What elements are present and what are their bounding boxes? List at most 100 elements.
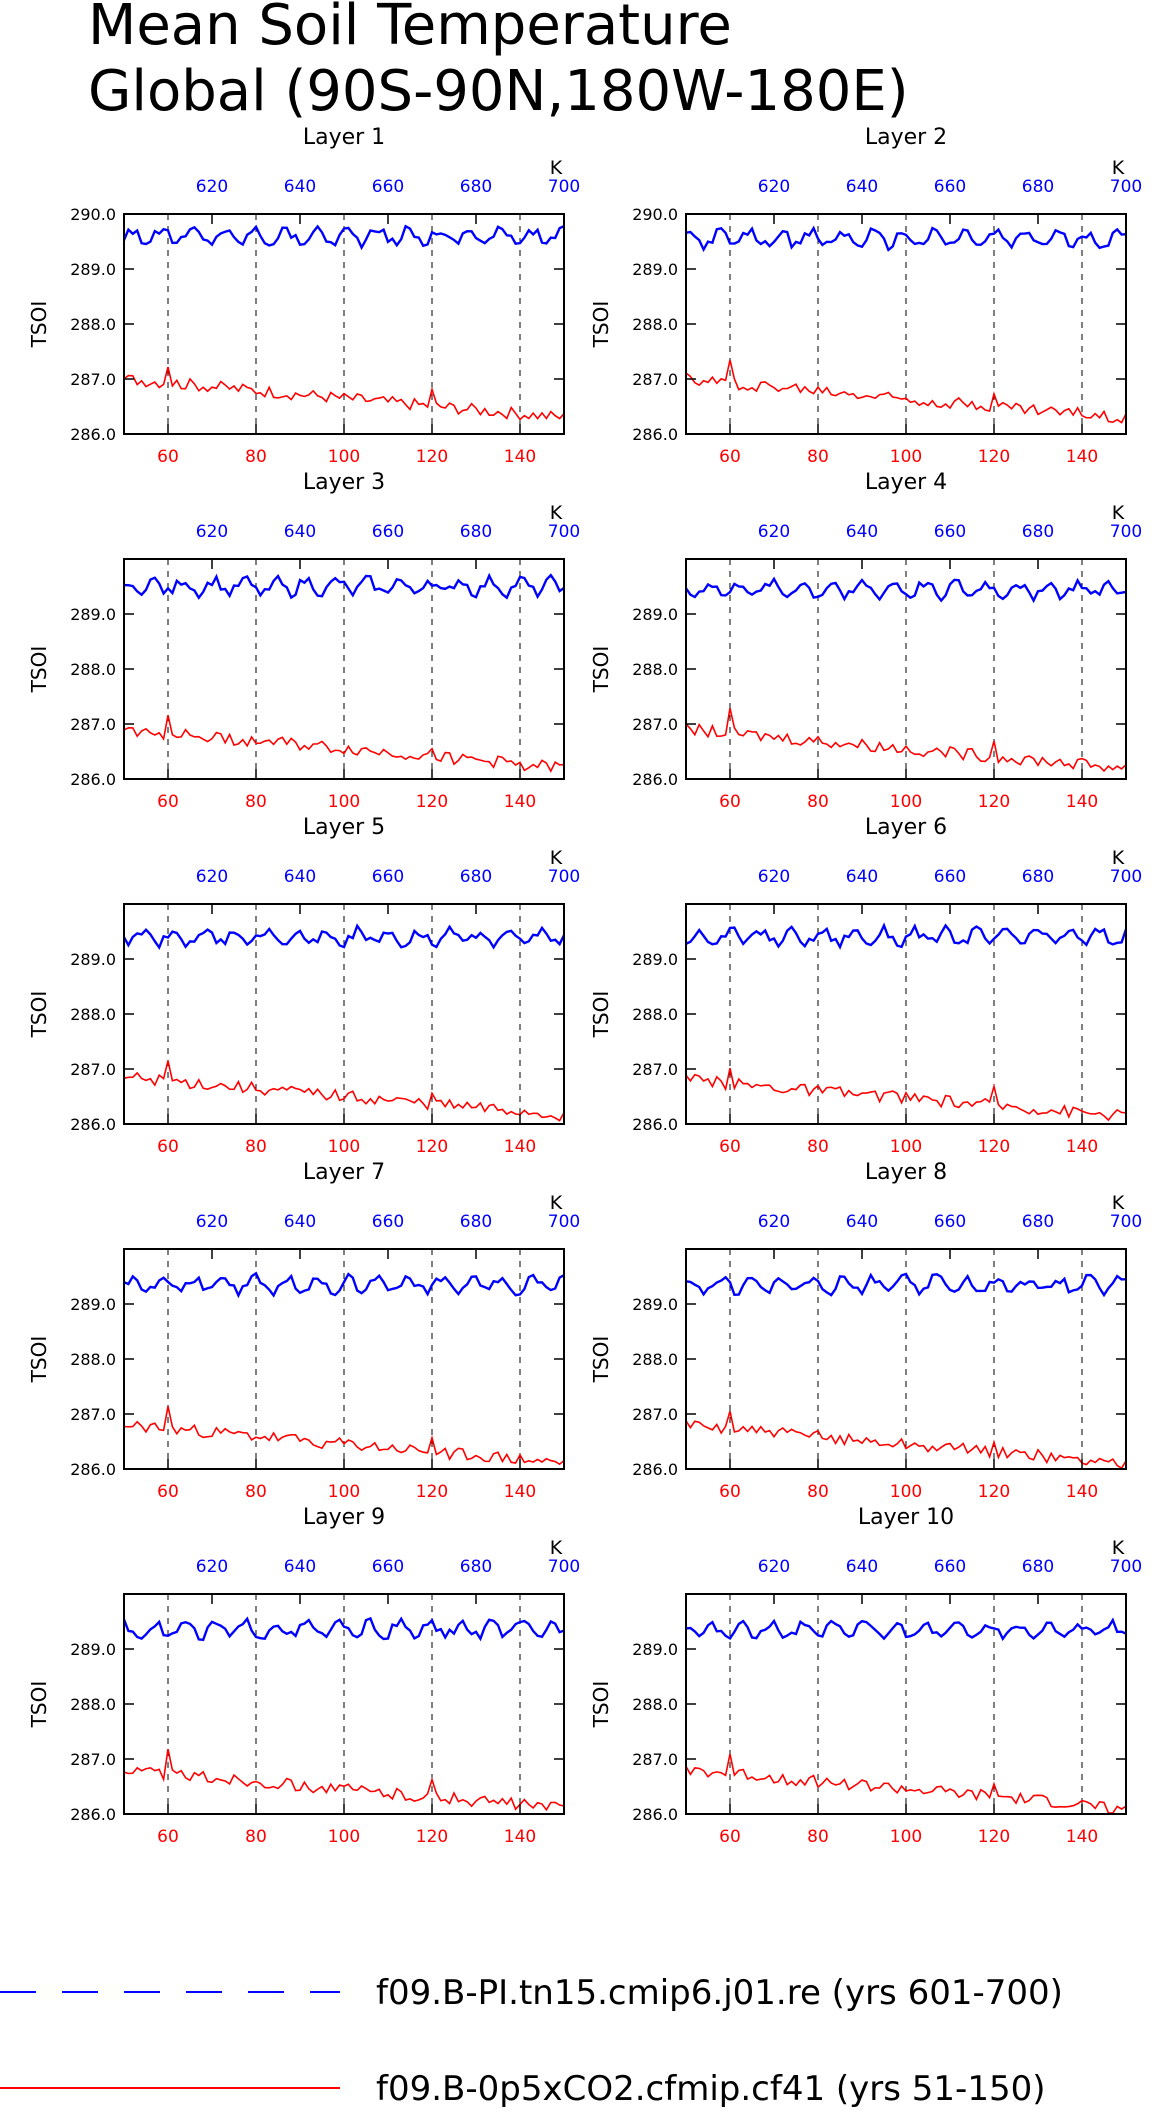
y-tick-label: 287.0: [632, 1060, 678, 1079]
y-tick-label: 286.0: [632, 1115, 678, 1134]
series-line-a: [685, 225, 1127, 253]
y-tick-label: 288.0: [632, 315, 678, 334]
x-tick-label: 60: [719, 1482, 741, 1502]
x2-unit-label: K: [1112, 157, 1125, 179]
series-line-b: [685, 1411, 1127, 1470]
x2-tick-label: 660: [934, 177, 966, 197]
panel-3: Layer 3 TSOI 286.0 287.0 288.0 289.0 60 80 100 12…: [27, 470, 580, 812]
x-tick-label: 80: [807, 1137, 829, 1157]
panel-title: Layer 2: [865, 125, 947, 150]
x2-tick-label: 640: [846, 522, 878, 542]
x-tick-label: 80: [807, 792, 829, 812]
x-tick-label: 140: [1066, 1137, 1098, 1157]
x-tick-label: 100: [328, 1137, 360, 1157]
x2-tick-label: 640: [284, 1557, 316, 1577]
x2-tick-label: 700: [548, 867, 580, 887]
x2-tick-label: 680: [460, 867, 492, 887]
y-tick-label: 289.0: [70, 605, 116, 624]
panel-title: Layer 7: [303, 1160, 385, 1185]
x-tick-label: 140: [504, 1827, 536, 1847]
x-tick-label: 60: [157, 1137, 179, 1157]
x-tick-label: 80: [245, 792, 267, 812]
x2-unit-label: K: [550, 847, 563, 869]
x-tick-label: 80: [807, 1827, 829, 1847]
panel-10: Layer 10 TSOI 286.0 287.0 288.0 289.0 60 80 100 1…: [589, 1505, 1142, 1847]
series-line-a: [685, 1272, 1127, 1298]
x2-tick-label: 660: [934, 867, 966, 887]
y-tick-label: 286.0: [632, 1805, 678, 1824]
x2-tick-label: 680: [1022, 867, 1054, 887]
x-tick-label: 60: [719, 1827, 741, 1847]
x2-tick-label: 640: [284, 1212, 316, 1232]
y-tick-label: 288.0: [632, 1350, 678, 1369]
x-tick-label: 60: [719, 792, 741, 812]
panel-2: Layer 2 TSOI 286.0 287.0 288.0 289.0 290.0 60 80…: [589, 125, 1142, 467]
y-tick-label: 289.0: [632, 1295, 678, 1314]
y-axis-label: TSOI: [589, 1336, 613, 1384]
y-tick-label: 287.0: [70, 715, 116, 734]
page-title: Mean Soil Temperature: [88, 0, 732, 58]
y-tick-label: 287.0: [632, 715, 678, 734]
panel-title: Layer 5: [303, 815, 385, 840]
x-tick-label: 140: [1066, 1482, 1098, 1502]
panel-4: Layer 4 TSOI 286.0 287.0 288.0 289.0 60 80 100 12…: [589, 470, 1142, 812]
x-tick-label: 60: [719, 447, 741, 467]
series-line-a: [685, 576, 1127, 604]
x-tick-label: 120: [978, 1482, 1010, 1502]
x2-unit-label: K: [550, 1192, 563, 1214]
x2-tick-label: 660: [934, 522, 966, 542]
y-tick-label: 286.0: [632, 770, 678, 789]
y-tick-label: 286.0: [70, 1460, 116, 1479]
panel-6: Layer 6 TSOI 286.0 287.0 288.0 289.0 60 80 100 12…: [589, 815, 1142, 1157]
series-line-b: [685, 359, 1127, 424]
y-axis-label: TSOI: [589, 991, 613, 1039]
x-tick-label: 100: [890, 792, 922, 812]
x-tick-label: 120: [416, 1827, 448, 1847]
x2-tick-label: 700: [548, 1557, 580, 1577]
x2-unit-label: K: [1112, 847, 1125, 869]
x2-tick-label: 660: [372, 867, 404, 887]
y-axis-label: TSOI: [27, 301, 51, 349]
x-tick-label: 60: [157, 1482, 179, 1502]
series-line-b: [685, 1068, 1127, 1122]
x2-tick-label: 700: [1110, 1212, 1142, 1232]
x-tick-label: 140: [504, 792, 536, 812]
series-line-b: [123, 366, 565, 421]
x2-tick-label: 620: [196, 177, 228, 197]
x2-tick-label: 660: [372, 1557, 404, 1577]
x-tick-label: 80: [807, 1482, 829, 1502]
x2-unit-label: K: [550, 157, 563, 179]
x-tick-label: 120: [978, 792, 1010, 812]
x-tick-label: 60: [157, 447, 179, 467]
x2-tick-label: 680: [460, 1212, 492, 1232]
x-tick-label: 100: [890, 447, 922, 467]
x-tick-label: 140: [1066, 1827, 1098, 1847]
x2-tick-label: 700: [548, 177, 580, 197]
x-tick-label: 120: [978, 1137, 1010, 1157]
x2-unit-label: K: [1112, 502, 1125, 524]
y-tick-label: 290.0: [70, 205, 116, 224]
x-tick-label: 140: [1066, 792, 1098, 812]
x2-tick-label: 700: [1110, 177, 1142, 197]
x-tick-label: 80: [245, 447, 267, 467]
x-tick-label: 140: [504, 447, 536, 467]
series-line-b: [123, 1060, 565, 1122]
x2-tick-label: 680: [460, 1557, 492, 1577]
x-tick-label: 60: [157, 1827, 179, 1847]
x2-tick-label: 620: [758, 177, 790, 197]
x2-tick-label: 620: [758, 1212, 790, 1232]
x-tick-label: 140: [1066, 447, 1098, 467]
x2-unit-label: K: [1112, 1537, 1125, 1559]
y-tick-label: 286.0: [70, 1115, 116, 1134]
x-tick-label: 120: [416, 447, 448, 467]
page-subtitle: Global (90S-90N,180W-180E): [88, 59, 909, 124]
y-tick-label: 289.0: [632, 605, 678, 624]
y-tick-label: 286.0: [632, 425, 678, 444]
y-tick-label: 289.0: [70, 1295, 116, 1314]
y-axis-label: TSOI: [27, 1681, 51, 1729]
x-tick-label: 60: [157, 792, 179, 812]
y-tick-label: 289.0: [632, 950, 678, 969]
x2-tick-label: 660: [934, 1212, 966, 1232]
x2-tick-label: 640: [846, 867, 878, 887]
x-tick-label: 120: [416, 1137, 448, 1157]
